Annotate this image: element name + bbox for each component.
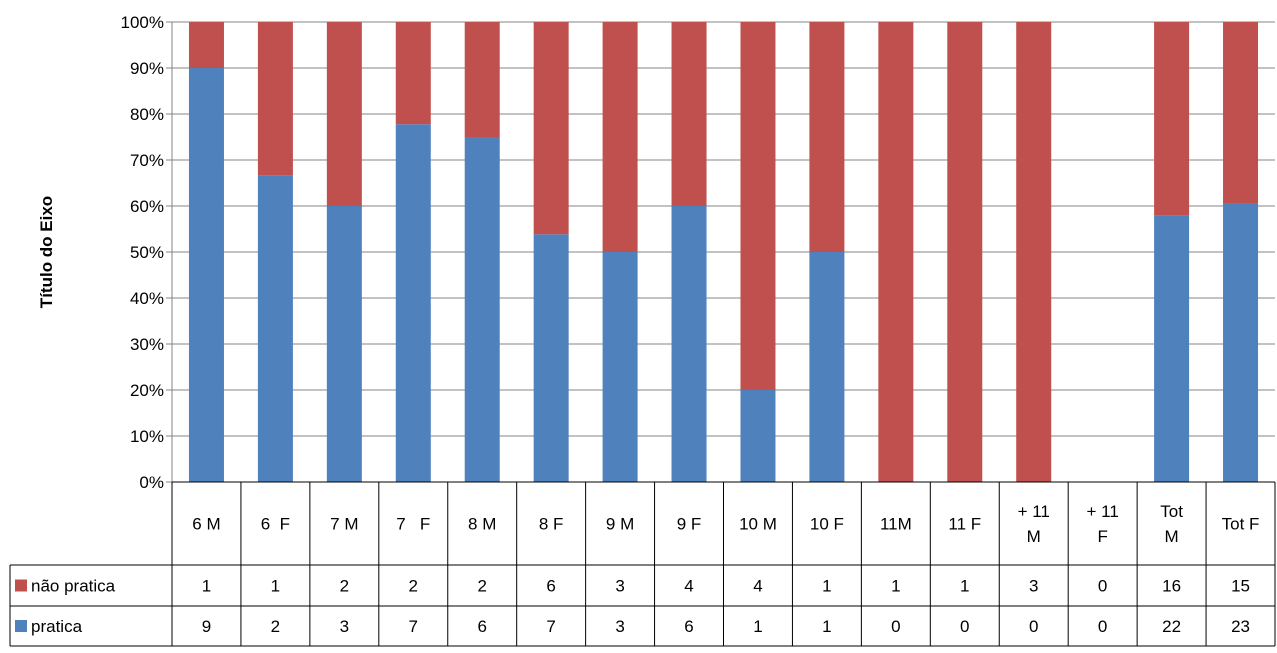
- x-category-label: M: [1027, 527, 1041, 546]
- x-category-label: 11 F: [948, 515, 981, 534]
- bar-pratica: [395, 124, 431, 482]
- bar-pratica: [602, 252, 638, 482]
- bar-nao-pratica: [1016, 22, 1052, 482]
- y-tick-label: 70%: [130, 151, 164, 170]
- table-value-cell: 6: [684, 617, 693, 636]
- bar-nao-pratica: [602, 22, 638, 252]
- bar-nao-pratica: [326, 22, 362, 206]
- y-axis-title: Título do Eixo: [37, 196, 56, 308]
- table-value-cell: 2: [477, 577, 486, 596]
- x-category-label: M: [1165, 527, 1179, 546]
- table-value-cell: 6: [477, 617, 486, 636]
- legend-key: [15, 620, 27, 632]
- bar-nao-pratica: [809, 22, 845, 252]
- table-value-cell: 1: [753, 617, 762, 636]
- table-value-cell: 1: [822, 577, 831, 596]
- table-value-cell: 3: [615, 617, 624, 636]
- x-category-label: 10 M: [739, 515, 777, 534]
- table-value-cell: 4: [684, 577, 693, 596]
- x-category-label: + 11: [1018, 502, 1050, 521]
- table-value-cell: 2: [271, 617, 280, 636]
- x-category-label: 6 F: [261, 515, 290, 534]
- bar-nao-pratica: [1223, 22, 1259, 204]
- table-value-cell: 6: [546, 577, 555, 596]
- table-value-cell: 1: [891, 577, 900, 596]
- x-category-label: 9 M: [606, 515, 634, 534]
- x-category-label: 8 F: [539, 515, 564, 534]
- y-tick-label: 60%: [130, 197, 164, 216]
- bar-nao-pratica: [257, 22, 293, 176]
- table-value-cell: 7: [546, 617, 555, 636]
- table-value-cell: 0: [1098, 577, 1107, 596]
- bar-pratica: [1223, 203, 1259, 482]
- bar-nao-pratica: [740, 22, 776, 390]
- table-value-cell: 1: [202, 577, 211, 596]
- bar-pratica: [464, 137, 500, 482]
- x-category-label: Tot F: [1222, 515, 1260, 534]
- bar-nao-pratica: [671, 22, 707, 206]
- series-name-label: não pratica: [31, 577, 116, 596]
- table-value-cell: 4: [753, 577, 762, 596]
- table-value-cell: 2: [340, 577, 349, 596]
- series-name-label: pratica: [31, 617, 83, 636]
- y-tick-label: 100%: [121, 13, 164, 32]
- table-value-cell: 15: [1231, 577, 1250, 596]
- legend-key: [15, 579, 27, 592]
- bar-nao-pratica: [395, 22, 431, 125]
- table-value-cell: 1: [271, 577, 280, 596]
- table-value-cell: 3: [615, 577, 624, 596]
- table-value-cell: 3: [1029, 577, 1038, 596]
- x-category-label: 9 F: [677, 515, 702, 534]
- x-category-label: + 11: [1087, 502, 1119, 521]
- bar-pratica: [1154, 215, 1190, 482]
- x-category-label: 7 F: [396, 515, 430, 534]
- x-category-label: 6 M: [192, 515, 220, 534]
- table-value-cell: 22: [1162, 617, 1181, 636]
- table-value-cell: 1: [822, 617, 831, 636]
- x-category-label: Tot: [1160, 502, 1183, 521]
- y-tick-label: 90%: [130, 59, 164, 78]
- x-category-label: 8 M: [468, 515, 496, 534]
- y-tick-label: 80%: [130, 105, 164, 124]
- bar-nao-pratica: [878, 22, 914, 482]
- bar-nao-pratica: [188, 22, 224, 68]
- y-tick-label: 0%: [139, 473, 164, 492]
- bar-nao-pratica: [1154, 22, 1190, 216]
- table-value-cell: 3: [340, 617, 349, 636]
- table-value-cell: 0: [1029, 617, 1038, 636]
- x-category-label: 11M: [880, 515, 912, 534]
- table-value-cell: 0: [891, 617, 900, 636]
- bar-nao-pratica: [464, 22, 500, 137]
- bar-nao-pratica: [533, 22, 569, 235]
- x-category-label: F: [1097, 527, 1107, 546]
- table-value-cell: 23: [1231, 617, 1250, 636]
- y-tick-label: 40%: [130, 289, 164, 308]
- table-value-cell: 0: [1098, 617, 1107, 636]
- table-value-cell: 16: [1162, 577, 1181, 596]
- table-value-cell: 9: [202, 617, 211, 636]
- bar-pratica: [533, 234, 569, 482]
- bar-pratica: [671, 206, 707, 482]
- y-tick-label: 20%: [130, 381, 164, 400]
- table-value-cell: 0: [960, 617, 969, 636]
- y-tick-label: 50%: [130, 243, 164, 262]
- bar-pratica: [740, 390, 776, 482]
- bar-nao-pratica: [947, 22, 983, 482]
- x-category-label: 7 M: [330, 515, 358, 534]
- y-tick-label: 10%: [130, 427, 164, 446]
- bar-pratica: [188, 68, 224, 482]
- table-value-cell: 1: [960, 577, 969, 596]
- bar-pratica: [809, 252, 845, 482]
- table-value-cell: 2: [409, 577, 418, 596]
- table-value-cell: 7: [409, 617, 418, 636]
- bar-pratica: [257, 175, 293, 483]
- bar-pratica: [326, 206, 362, 482]
- y-tick-label: 30%: [130, 335, 164, 354]
- x-category-label: 10 F: [810, 515, 844, 534]
